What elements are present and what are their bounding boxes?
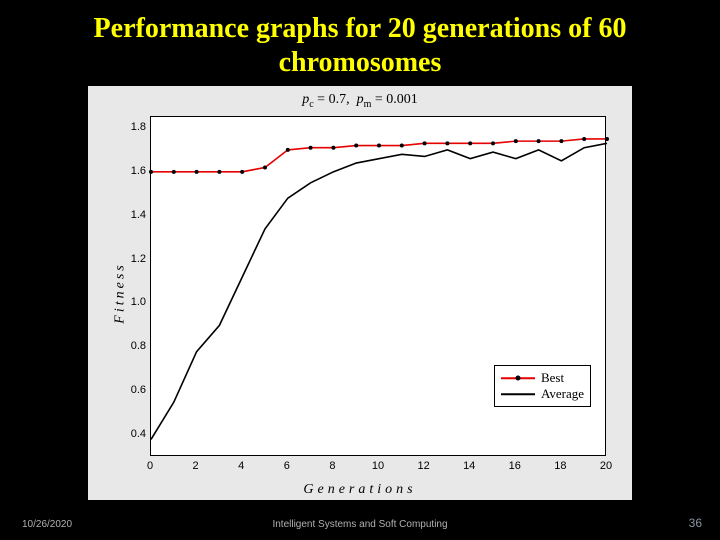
x-tick: 2: [193, 460, 199, 472]
x-tick: 18: [554, 460, 566, 472]
y-axis-label: Fitness: [113, 262, 129, 323]
x-tick: 16: [509, 460, 521, 472]
chart-title: pc = 0.7, pm = 0.001: [88, 92, 632, 110]
plot-area: BestAverage: [150, 116, 606, 456]
y-tick: 1.4: [116, 209, 146, 221]
legend-label: Average: [541, 386, 584, 402]
series-marker: [240, 170, 244, 174]
x-tick: 14: [463, 460, 475, 472]
series-marker: [582, 137, 586, 141]
y-tick: 1.8: [116, 121, 146, 133]
y-tick: 1.2: [116, 253, 146, 265]
x-tick: 0: [147, 460, 153, 472]
slide-title: Performance graphs for 20 generations of…: [0, 0, 720, 83]
series-marker: [149, 170, 153, 174]
series-marker: [331, 146, 335, 150]
series-marker: [286, 148, 290, 152]
legend: BestAverage: [494, 365, 591, 407]
series-marker: [423, 141, 427, 145]
x-tick: 12: [417, 460, 429, 472]
x-tick: 20: [600, 460, 612, 472]
series-marker: [559, 139, 563, 143]
series-marker: [514, 139, 518, 143]
series-marker: [400, 144, 404, 148]
footer-center: Intelligent Systems and Soft Computing: [272, 519, 447, 530]
y-tick: 1.6: [116, 165, 146, 177]
footer-date: 10/26/2020: [22, 519, 72, 530]
footer-page-number: 36: [689, 516, 702, 530]
series-marker: [605, 137, 609, 141]
series-marker: [263, 165, 267, 169]
legend-swatch: [501, 387, 535, 401]
y-tick: 0.4: [116, 428, 146, 440]
legend-swatch: [501, 371, 535, 385]
series-marker: [537, 139, 541, 143]
x-tick: 4: [238, 460, 244, 472]
series-marker: [445, 141, 449, 145]
y-tick: 0.8: [116, 340, 146, 352]
legend-row: Average: [501, 386, 584, 402]
legend-label: Best: [541, 370, 564, 386]
legend-row: Best: [501, 370, 584, 386]
y-tick: 1.0: [116, 296, 146, 308]
series-marker: [354, 144, 358, 148]
y-tick: 0.6: [116, 384, 146, 396]
series-marker: [217, 170, 221, 174]
series-marker: [491, 141, 495, 145]
x-tick: 10: [372, 460, 384, 472]
series-marker: [468, 141, 472, 145]
chart-panel: pc = 0.7, pm = 0.001 Fitness Generations…: [88, 86, 632, 500]
x-axis-label: Generations: [88, 482, 632, 498]
series-marker: [172, 170, 176, 174]
series-marker: [309, 146, 313, 150]
x-tick: 6: [284, 460, 290, 472]
series-marker: [377, 144, 381, 148]
slide: Performance graphs for 20 generations of…: [0, 0, 720, 540]
x-tick: 8: [329, 460, 335, 472]
series-marker: [195, 170, 199, 174]
